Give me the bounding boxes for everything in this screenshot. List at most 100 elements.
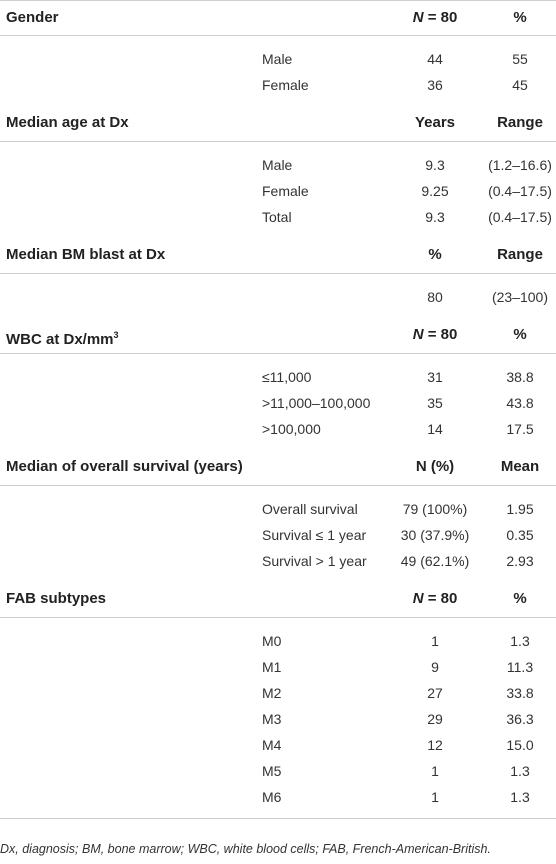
column-header: N = 80 — [380, 318, 490, 352]
cell-value: 9.25 — [421, 183, 449, 199]
row-label: Male — [262, 157, 293, 173]
cell-value: 79 (100%) — [402, 501, 468, 517]
cell-value: 35 — [427, 395, 443, 411]
column-header: Mean — [500, 458, 540, 475]
row-label: M4 — [262, 737, 282, 753]
section-header: WBC at Dx/mm3 N = 80% — [0, 318, 556, 354]
row-label: Survival ≤ 1 year — [262, 527, 367, 543]
cell-value: 45 — [512, 77, 528, 93]
table-row: Survival ≤ 1 year 30 (37.9%) 0.35 — [0, 522, 556, 548]
superscript: 3 — [113, 330, 119, 340]
cell-value: 80 — [427, 289, 443, 305]
cell-value: 36.3 — [506, 711, 534, 727]
table: Gender N = 80% Male 44 55 Female 36 45 Median ag… — [0, 0, 556, 819]
italic-text: N — [412, 326, 424, 343]
section-title: FAB subtypes — [6, 590, 107, 607]
cell-value: 1.95 — [506, 501, 534, 517]
table-row: Survival > 1 year 49 (62.1%) 2.93 — [0, 548, 556, 574]
section-body: Male 44 55 Female 36 45 — [0, 36, 556, 106]
cell-value: 29 — [427, 711, 443, 727]
section-header: Median of overall survival (years) N (%) M… — [0, 450, 556, 486]
column-header: N = 80 — [380, 1, 490, 35]
cell-value: (1.2–16.6) — [488, 157, 552, 173]
row-label: >100,000 — [262, 421, 321, 437]
cell-value: (0.4–17.5) — [488, 183, 552, 199]
row-label: M2 — [262, 685, 282, 701]
section-header: Median age at Dx Years Range — [0, 106, 556, 142]
cell-value: 1 — [431, 763, 439, 779]
table-row: Female 9.25 (0.4–17.5) — [0, 178, 556, 204]
row-label: Overall survival — [262, 501, 358, 517]
section-body: ≤11,000 31 38.8 >11,000–100,000 35 43.8 >100,0… — [0, 354, 556, 450]
text: = 80 — [423, 9, 458, 26]
cell-value: 55 — [512, 51, 528, 67]
cell-value: 1 — [431, 633, 439, 649]
table-row: Male 9.3 (1.2–16.6) — [0, 152, 556, 178]
cell-value: 1.3 — [510, 633, 530, 649]
row-label: Female — [262, 77, 309, 93]
section-header: Gender N = 80% — [0, 0, 556, 36]
cell-value: 36 — [427, 77, 443, 93]
cell-value: 2.93 — [506, 553, 534, 569]
italic-text: N — [412, 9, 424, 26]
table-row: Overall survival 79 (100%) 1.95 — [0, 496, 556, 522]
cell-value: 31 — [427, 369, 443, 385]
table-row: Female 36 45 — [0, 72, 556, 98]
table-row: Total 9.3 (0.4–17.5) — [0, 204, 556, 230]
row-label: M5 — [262, 763, 282, 779]
table-row: M5 1 1.3 — [0, 758, 556, 784]
column-header: Years — [414, 114, 456, 131]
cell-value: 33.8 — [506, 685, 534, 701]
cell-value: 15.0 — [506, 737, 534, 753]
text: = 80 — [423, 590, 458, 607]
column-header: Range — [497, 246, 543, 263]
cell-value: 30 (37.9%) — [400, 527, 470, 543]
text: WBC at Dx/mm — [6, 331, 114, 348]
table-row: M4 12 15.0 — [0, 732, 556, 758]
row-label: M3 — [262, 711, 282, 727]
table-row: >100,000 14 17.5 — [0, 416, 556, 442]
section-body: M0 1 1.3 M1 9 11.3 M2 27 33.8 M3 29 36.3 M4 12 15.0 M5 1… — [0, 618, 556, 819]
section-header: FAB subtypes N = 80% — [0, 582, 556, 618]
section-title: Median age at Dx — [6, 114, 129, 131]
text: = 80 — [423, 326, 458, 343]
section-title: Median BM blast at Dx — [6, 246, 166, 263]
table-row: M6 1 1.3 — [0, 784, 556, 810]
cell-value: 43.8 — [506, 395, 534, 411]
cell-value: 17.5 — [506, 421, 534, 437]
row-label: >11,000–100,000 — [262, 395, 371, 411]
cell-value: 1 — [431, 789, 439, 805]
table-row: Male 44 55 — [0, 46, 556, 72]
row-label: M1 — [262, 659, 282, 675]
section-header: Median BM blast at Dx% Range — [0, 238, 556, 274]
column-header: N (%) — [415, 458, 455, 475]
row-label: Survival > 1 year — [262, 553, 367, 569]
cell-value: 1.3 — [510, 763, 530, 779]
table-row: M0 1 1.3 — [0, 628, 556, 654]
column-header: N = 80 — [380, 582, 490, 616]
italic-text: N — [412, 590, 424, 607]
section-body: 80 (23–100) — [0, 274, 556, 318]
column-header: % — [513, 590, 527, 607]
cell-value: (0.4–17.5) — [488, 209, 552, 225]
table-row: 80 (23–100) — [0, 284, 556, 310]
cell-value: (23–100) — [491, 289, 549, 305]
section-title: Gender — [6, 9, 59, 26]
row-label: M6 — [262, 789, 282, 805]
row-label: Female — [262, 183, 309, 199]
table-row: ≤11,000 31 38.8 — [0, 364, 556, 390]
column-header: Range — [497, 114, 543, 131]
row-label: Total — [262, 209, 292, 225]
row-label: M0 — [262, 633, 282, 649]
cell-value: 9 — [431, 659, 439, 675]
column-header: % — [513, 9, 527, 26]
section-body: Male 9.3 (1.2–16.6) Female 9.25 (0.4–17.5) Tot… — [0, 142, 556, 238]
cell-value: 9.3 — [425, 209, 445, 225]
cell-value: 44 — [427, 51, 443, 67]
row-label: Male — [262, 51, 293, 67]
cell-value: 12 — [427, 737, 443, 753]
row-label: ≤11,000 — [262, 369, 312, 385]
cell-value: 9.3 — [425, 157, 445, 173]
section-title: WBC at Dx/mm3 — [6, 318, 119, 357]
